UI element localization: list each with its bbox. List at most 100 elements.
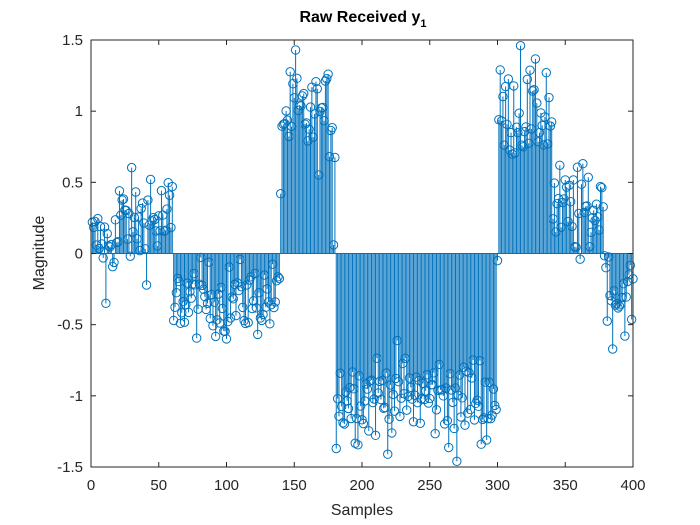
stem-marker [441, 383, 451, 393]
stem-marker [576, 179, 587, 189]
stem-marker [339, 419, 350, 429]
stem-marker [257, 315, 267, 326]
stem-marker [377, 375, 388, 386]
x-tick-label: 100 [214, 477, 239, 494]
stem-marker [296, 101, 306, 111]
stem-marker [274, 273, 285, 284]
stem-marker [488, 384, 499, 394]
stem-marker [408, 417, 419, 427]
stem-marker [128, 227, 138, 237]
stem-marker [530, 54, 541, 64]
stem-marker [175, 318, 186, 328]
stem-marker [183, 307, 194, 318]
stem-marker [292, 73, 302, 84]
stem-marker [552, 198, 562, 209]
stem-marker [565, 197, 576, 207]
stem-marker [384, 414, 394, 424]
stem-marker [582, 201, 592, 211]
stem-marker [425, 393, 435, 404]
stem-marker [156, 185, 167, 196]
stem-marker [109, 257, 119, 268]
stem-marker [626, 314, 637, 325]
stem-marker [464, 368, 474, 378]
stem-marker [177, 308, 187, 318]
stem-marker [270, 297, 280, 307]
stem-marker [383, 449, 393, 459]
y-tick-label: 0 [75, 246, 83, 263]
stem-marker [285, 67, 295, 77]
stem-marker [324, 151, 335, 162]
stem-marker [357, 415, 367, 425]
stem-marker [136, 203, 146, 214]
stem-marker [280, 118, 290, 129]
stem-marker [572, 162, 583, 172]
stem-marker [98, 253, 108, 263]
stem-marker [571, 242, 581, 253]
stem-marker [532, 98, 542, 108]
y-tick-label: -0.5 [57, 317, 83, 334]
stem-marker [242, 280, 252, 290]
stem-marker [547, 117, 557, 127]
stem-marker [514, 108, 524, 118]
x-axis-label: Samples [331, 502, 393, 519]
stem-marker [597, 182, 607, 193]
stem-marker [338, 418, 348, 428]
stem-marker [583, 172, 593, 183]
stem-marker [309, 109, 320, 119]
stem-marker [490, 400, 500, 411]
stem-marker [415, 418, 425, 428]
stem-marker [621, 292, 631, 302]
plot-area: 0 50 100 150 200 250 300 350 400 -1.5 -1 -0.5 0 0.5 1 1… [57, 32, 645, 494]
stem-marker [515, 40, 526, 51]
stem-marker [614, 301, 625, 311]
stem-marker [330, 152, 340, 163]
stem-marker [492, 255, 503, 266]
stem-marker [269, 302, 279, 313]
x-tick-label: 200 [349, 477, 374, 494]
stem-marker [522, 74, 533, 85]
x-tick-label: 150 [282, 477, 307, 494]
chart-title-main: Raw Received y [299, 9, 420, 26]
stem-marker [617, 292, 627, 303]
stem-marker [502, 119, 512, 129]
stem-marker [155, 226, 165, 236]
stem-marker [495, 65, 505, 75]
stem-marker [212, 315, 222, 325]
stem-marker [311, 76, 321, 87]
stem-marker [598, 202, 608, 212]
stem-marker [164, 190, 175, 200]
stem-marker [595, 181, 606, 192]
stem-marker [370, 430, 381, 441]
stem-marker [607, 344, 618, 354]
stem-marker [442, 415, 453, 426]
stem-marker [170, 302, 180, 312]
stem-marker [423, 398, 434, 408]
stem-marker [509, 81, 519, 91]
stem-marker [210, 331, 221, 342]
stem-marker [575, 254, 585, 264]
stem-marker [97, 239, 107, 249]
stem-marker [320, 76, 331, 86]
stem-marker [387, 428, 397, 438]
y-tick-label: 1.5 [62, 32, 83, 49]
stem-marker [555, 160, 565, 170]
stem-marker [114, 186, 125, 196]
stem-marker [353, 440, 363, 450]
stem-marker [209, 297, 220, 307]
stem-marker [513, 127, 523, 138]
stem-marker [498, 91, 508, 102]
stem-marker [620, 331, 630, 341]
stem-marker [328, 240, 339, 250]
stem-marker [117, 195, 127, 205]
stem-marker [323, 69, 333, 79]
stem-marker [491, 404, 501, 415]
stem-marker [231, 310, 241, 321]
x-tick-label: 250 [417, 477, 442, 494]
stem-marker [297, 91, 308, 101]
stem-marker [389, 406, 400, 416]
stem-marker [519, 126, 530, 137]
stem-marker [145, 174, 156, 185]
stem-marker [541, 68, 551, 78]
stem-marker [125, 251, 135, 262]
stem-marker [178, 296, 188, 307]
